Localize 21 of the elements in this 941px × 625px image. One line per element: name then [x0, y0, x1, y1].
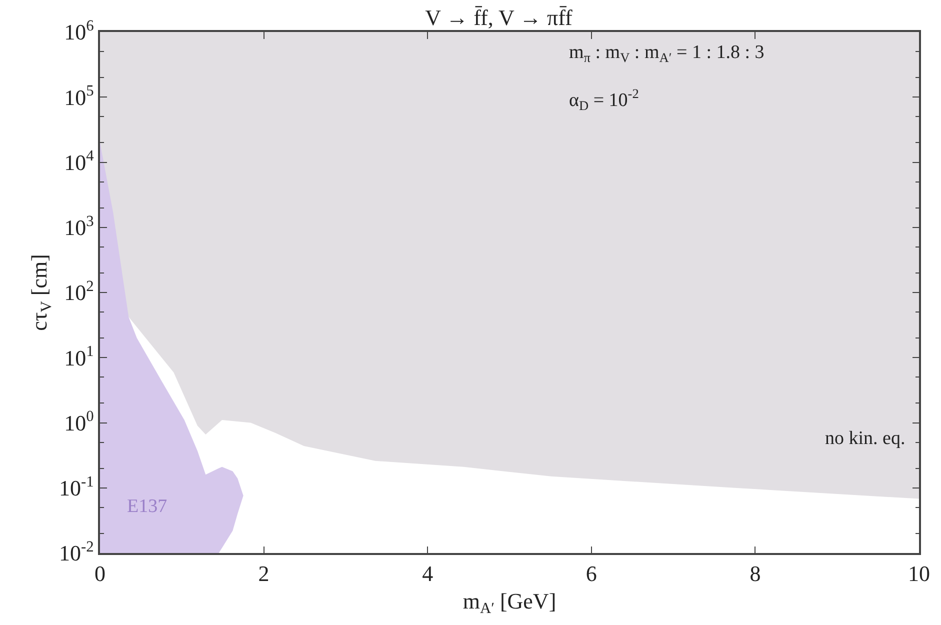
chart-title: V → f̄f, V → πf̄f — [425, 4, 574, 30]
y-tick-label: 10$^{3}$ — [64, 212, 94, 240]
x-tick-label: 2 — [258, 561, 270, 586]
x-tick-label: 6 — [586, 561, 597, 586]
y-tick-label: 10$^{-2}$ — [59, 538, 94, 566]
y-tick-label: 10$^{4}$ — [64, 148, 94, 175]
annotation: no kin. eq. — [825, 428, 906, 449]
y-tick-label: 10$^{0}$ — [64, 408, 94, 436]
annotation: m$_{π}$ : m$_{V}$ : m$_{A′}$ = 1 : 1.8 : 3 — [569, 42, 764, 65]
x-tick-label: 0 — [94, 561, 106, 586]
y-tick-label: 10$^{1}$ — [64, 343, 94, 370]
y-tick-label: 10$^{2}$ — [64, 278, 94, 306]
y-tick-label: 10$^{6}$ — [64, 17, 94, 45]
x-tick-label: 10 — [908, 561, 930, 586]
x-tick-label: 8 — [750, 561, 761, 586]
x-tick-label: 4 — [422, 561, 434, 586]
y-tick-label: 10$^{5}$ — [64, 82, 94, 110]
annotation: α$_{D}$ = 10$^{-2}$ — [569, 86, 639, 113]
x-axis-title: m$_{A′}$ [GeV] — [462, 588, 556, 618]
annotation: E137 — [127, 496, 168, 517]
y-tick-label: 10$^{-1}$ — [59, 473, 94, 501]
